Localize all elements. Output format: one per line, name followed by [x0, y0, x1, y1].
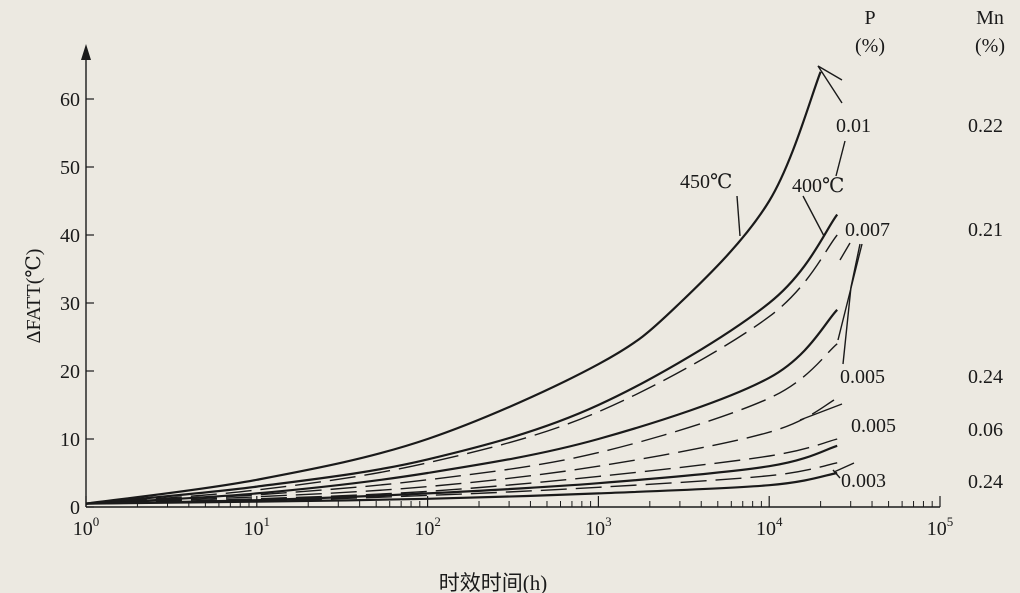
leader-line-2	[802, 195, 825, 237]
leader-line-8	[799, 403, 843, 421]
p-value-label-5: 0.003	[841, 470, 886, 492]
mn-value-label-3: 0.24	[968, 366, 1003, 388]
y-tick-label: 10	[60, 429, 80, 451]
mn-value-label-2: 0.21	[968, 219, 1003, 241]
mn-column-unit: (%)	[975, 35, 1005, 57]
temperature-label-1: 450℃	[680, 171, 732, 193]
p-value-label-2: 0.007	[845, 219, 890, 241]
y-tick-label: 0	[70, 497, 80, 519]
series-line-1-solid	[85, 71, 822, 505]
y-tick-label: 50	[60, 157, 80, 179]
series-line-6-dashed	[85, 397, 838, 505]
p-value-label-3: 0.005	[840, 366, 885, 388]
series-layer	[85, 71, 839, 505]
x-axis-title: 时效时间(h)	[439, 571, 548, 593]
series-line-10-solid	[85, 471, 838, 505]
series-line-2-solid	[85, 213, 839, 505]
leader-line-10	[832, 469, 841, 479]
x-tick-label: 105	[927, 514, 954, 540]
leader-line-9	[833, 462, 855, 473]
leader-lines	[736, 65, 863, 479]
y-axis-arrow	[81, 44, 91, 60]
x-tick-label: 104	[756, 514, 783, 540]
labels-layer: P (%) Mn (%) 450℃ 400℃ 0.01 0.22 0.007 0.21 0.005 0…	[680, 7, 1005, 493]
mn-value-label-1: 0.22	[968, 115, 1003, 137]
y-tick-label: 40	[60, 225, 80, 247]
y-axis-title: ΔFATT(℃)	[23, 249, 45, 344]
leader-line-7	[842, 243, 861, 365]
x-tick-label: 101	[244, 514, 271, 540]
leader-line-5	[839, 242, 851, 261]
series-line-9-dashed	[85, 462, 838, 505]
mn-column-header: Mn	[976, 7, 1004, 29]
series-line-7-dashed	[85, 438, 838, 505]
series-line-4-solid	[85, 309, 838, 505]
p-value-label-4: 0.005	[851, 415, 896, 437]
p-value-label-1: 0.01	[836, 115, 871, 137]
p-column-unit: (%)	[855, 35, 885, 57]
series-line-5-dashed	[85, 343, 838, 505]
x-tick-label: 100	[73, 514, 100, 540]
series-line-3-dashed	[85, 234, 838, 505]
leader-line-1	[736, 195, 741, 237]
y-tick-label: 20	[60, 361, 80, 383]
y-tick-label: 60	[60, 89, 80, 111]
x-tick-label: 102	[414, 514, 441, 540]
leader-line-4	[835, 140, 846, 177]
mn-value-label-4: 0.06	[968, 419, 1003, 441]
mn-value-label-5: 0.24	[968, 471, 1003, 493]
temperature-label-2: 400℃	[792, 175, 844, 197]
leader-line-3	[817, 65, 843, 104]
axes: 0 10 20 30 40 50 60 100 101 102 103 104 105 时效时间(h) ΔF…	[23, 44, 953, 593]
x-tick-label: 103	[585, 514, 612, 540]
y-tick-label: 30	[60, 293, 80, 315]
p-column-header: P	[864, 7, 875, 29]
